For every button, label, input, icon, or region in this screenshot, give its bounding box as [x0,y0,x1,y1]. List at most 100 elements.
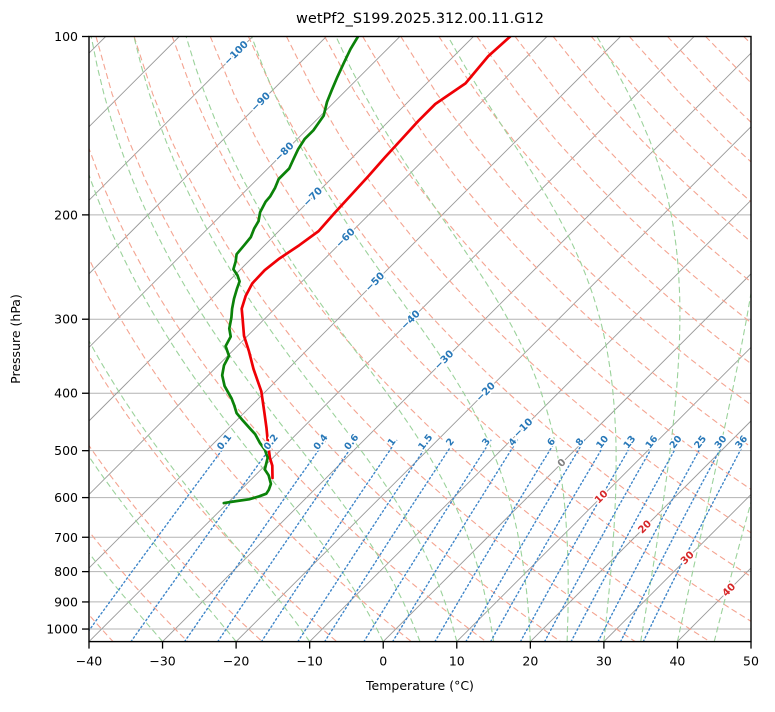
isotherm--30 [163,37,768,642]
x-tick-label: 0 [379,654,387,669]
y-tick-label: 300 [54,312,78,327]
moist-adiabat-30 [448,37,616,642]
mixing-ratio-label: 1.5 [416,432,435,452]
y-tick-label: 600 [54,490,78,505]
isotherm-label: 40 [721,582,739,600]
mixing-ratio-line-30 [621,440,726,641]
mixing-ratio-line-0.1 [81,440,230,641]
isotherm-label: −100 [222,39,250,67]
isotherm-40 [677,37,775,642]
moist-adiabat-lines [0,37,775,642]
isotherm-label: −70 [302,186,326,210]
moist-adiabat-35 [597,37,680,642]
mixing-ratio-line-1 [262,440,397,641]
dry-adiabat-190 [744,37,775,642]
mixing-ratio-label: 8 [574,436,587,448]
dry-adiabat-50 [210,37,775,642]
isotherm-label: −30 [433,349,457,373]
x-tick-label: 40 [669,654,685,669]
mixing-ratio-line-0.6 [218,440,357,641]
dry-adiabat-30 [134,37,635,642]
mixing-ratio-line-3 [364,440,491,641]
dry-adiabat-170 [668,37,775,642]
y-axis-label: Pressure (hPa) [8,294,23,384]
mixing-ratio-label: 1 [386,436,399,448]
dry-adiabat-90 [363,37,775,642]
pressure-gridlines [89,37,751,630]
mixing-ratio-label: 30 [713,433,730,450]
isotherm--70 [0,37,473,642]
y-tick-label: 800 [54,564,78,579]
isotherm-label: 10 [593,489,611,507]
plot-border [89,37,751,642]
dry-adiabat--20 [0,37,262,642]
dry-adiabat-lines [0,37,775,642]
moist-adiabat--20 [0,37,236,642]
moist-adiabat-45 [714,37,775,642]
isotherm-label: −90 [249,91,273,115]
dry-adiabat-110 [439,37,775,642]
moist-adiabat-40 [677,37,767,642]
mixing-ratio-line-0.4 [185,440,326,641]
dry-adiabat-160 [629,37,775,642]
mixing-ratio-line-6 [435,440,556,641]
dry-adiabat-0 [20,37,412,642]
isotherm-label: −20 [474,381,498,405]
mixing-ratio-label: 16 [644,433,661,450]
isotherm-label: 0 [556,457,569,470]
isotherm-label: −40 [399,309,423,333]
y-tick-label: 100 [54,29,78,44]
y-tick-label: 500 [54,443,78,458]
mixing-ratio-line-25 [598,440,705,641]
dry-adiabat-70 [287,37,775,642]
y-tick-label: 700 [54,530,78,545]
moist-adiabat-5 [91,37,420,642]
moist-adiabat-15 [186,37,494,642]
x-tick-label: −40 [76,654,102,669]
x-tick-label: −20 [223,654,249,669]
moist-adiabat-50 [751,37,775,642]
isotherm-label: −60 [334,227,358,251]
sounding-curves [222,37,510,504]
moist-adiabat--30 [0,37,163,642]
isotherm--50 [15,37,620,642]
isotherm-10 [457,37,775,642]
isotherm--100 [0,37,253,642]
x-axis-label: Temperature (°C) [365,678,474,693]
moist-adiabat--10 [0,37,310,642]
dry-adiabat-120 [477,37,775,642]
y-tick-label: 200 [54,207,78,222]
mixing-ratio-line-2 [325,440,455,641]
x-tick-label: 10 [449,654,465,669]
isotherm-20 [530,37,775,642]
chart-title: wetPf2_S199.2025.312.00.11.G12 [296,11,544,27]
dry-adiabat-10 [58,37,486,642]
mixing-ratio-label: 13 [622,434,639,451]
moist-adiabat-10 [134,37,457,642]
mixing-ratio-line-36 [643,440,745,641]
mixing-ratio-line-10 [491,440,607,641]
isotherm-label: −10 [512,417,536,441]
isotherm-50 [751,37,775,642]
mixing-ratio-label: 0.6 [342,432,361,452]
x-tick-label: 50 [743,654,759,669]
isotherm-lines [0,37,775,642]
isotherm--40 [89,37,694,642]
x-tick-label: −10 [296,654,322,669]
isotherm-label: −50 [364,271,388,295]
dry-adiabat-140 [553,37,775,642]
x-tick-label: −30 [149,654,175,669]
mixing-ratio-label: 0.4 [312,432,331,452]
mixing-ratio-label: 2 [444,436,457,448]
mixing-ratio-label: 25 [692,434,709,451]
y-tick-label: 400 [54,386,78,401]
isotherm--80 [0,37,400,642]
temperature-curve [242,37,511,479]
y-tick-label: 900 [54,594,78,609]
x-tick-label: 30 [596,654,612,669]
isotherm-label: 20 [636,519,654,537]
mixing-ratio-line-4 [393,440,518,641]
x-tick-label: 20 [522,654,538,669]
